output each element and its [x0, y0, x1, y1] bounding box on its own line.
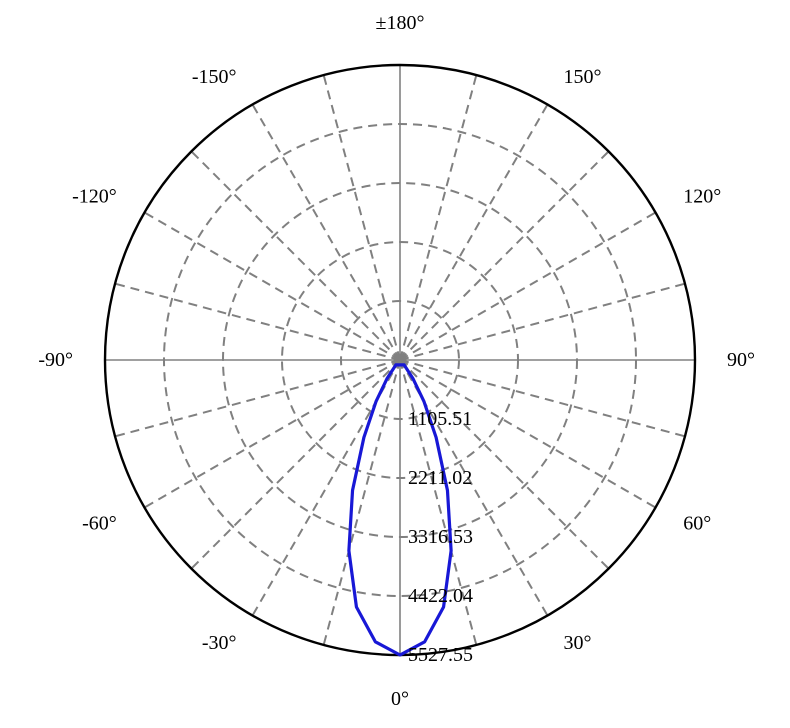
radial-tick-labels: 1105.51 2211.02 3316.53 4422.04 5527.55: [408, 408, 473, 666]
angular-grid-spoke: [400, 213, 655, 361]
angular-grid-spoke: [145, 213, 400, 361]
radial-tick-label: 2211.02: [408, 467, 472, 489]
radial-tick-label: 3316.53: [408, 526, 473, 548]
angle-tick-label: -120°: [72, 186, 117, 208]
angle-tick-label: 150°: [564, 66, 602, 88]
angle-tick-label: 60°: [683, 513, 711, 535]
angular-grid-spoke: [400, 105, 548, 360]
angle-tick-label: 0°: [391, 688, 409, 710]
angle-tick-label: 120°: [683, 186, 721, 208]
angle-tick-label: -90°: [38, 349, 73, 371]
angular-grid-spoke: [191, 151, 400, 360]
angular-grid-spoke: [253, 105, 401, 360]
radial-tick-label: 4422.04: [408, 585, 473, 607]
angle-tick-label: -60°: [82, 513, 117, 535]
radial-tick-label: 5527.55: [408, 644, 473, 666]
angular-grid-spoke: [400, 284, 685, 360]
angle-tick-label: ±180°: [376, 12, 425, 34]
angular-grid-spoke: [324, 360, 400, 645]
angle-tick-label: 30°: [564, 632, 592, 654]
angular-grid-spoke: [400, 151, 609, 360]
angular-grid-spoke: [115, 284, 400, 360]
polar-chart: 1105.51 2211.02 3316.53 4422.04 5527.55 ±180…: [0, 0, 790, 728]
radial-tick-label: 1105.51: [408, 408, 472, 430]
angular-grid-spoke: [400, 75, 476, 360]
angle-tick-label: -150°: [192, 66, 237, 88]
angular-grid-spoke: [191, 360, 400, 569]
angular-grid-spoke: [324, 75, 400, 360]
angle-tick-label: 90°: [727, 349, 755, 371]
angle-tick-label: -30°: [202, 632, 237, 654]
angular-grid-spoke: [145, 360, 400, 508]
angular-grid-spoke: [115, 360, 400, 436]
